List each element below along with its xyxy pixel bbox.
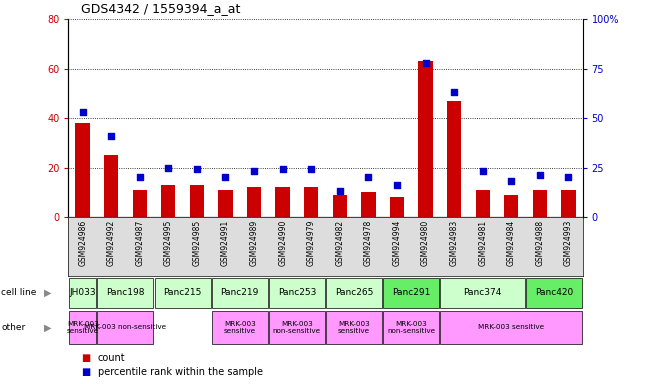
Bar <box>326 311 382 344</box>
Point <box>506 178 516 184</box>
Text: Panc219: Panc219 <box>221 288 259 297</box>
Bar <box>475 190 490 217</box>
Text: MRK-003
sensitive: MRK-003 sensitive <box>66 321 99 334</box>
Text: GSM924989: GSM924989 <box>249 220 258 266</box>
Bar <box>190 185 204 217</box>
Text: Panc253: Panc253 <box>278 288 316 297</box>
Point <box>306 166 316 172</box>
Text: cell line: cell line <box>1 288 36 297</box>
Text: GSM924980: GSM924980 <box>421 220 430 266</box>
Bar <box>326 278 382 308</box>
Text: GSM924992: GSM924992 <box>107 220 116 266</box>
Text: Panc420: Panc420 <box>535 288 573 297</box>
Bar <box>533 190 547 217</box>
Bar <box>440 278 525 308</box>
Text: GSM924995: GSM924995 <box>164 220 173 266</box>
Text: other: other <box>1 323 25 332</box>
Text: GSM924982: GSM924982 <box>335 220 344 266</box>
Text: GSM924991: GSM924991 <box>221 220 230 266</box>
Bar <box>104 155 118 217</box>
Text: ▶: ▶ <box>44 322 52 333</box>
Bar <box>218 190 232 217</box>
Point <box>392 182 402 189</box>
Point <box>249 169 259 175</box>
Bar <box>361 192 376 217</box>
Point <box>449 89 459 96</box>
Point <box>534 172 545 179</box>
Bar <box>269 311 325 344</box>
Text: Panc291: Panc291 <box>392 288 430 297</box>
Text: GSM924987: GSM924987 <box>135 220 145 266</box>
Text: GSM924994: GSM924994 <box>393 220 402 266</box>
Bar <box>419 61 433 217</box>
Bar <box>526 278 582 308</box>
Text: ■: ■ <box>81 367 90 377</box>
Text: MRK-003
sensitive: MRK-003 sensitive <box>338 321 370 334</box>
Point <box>77 109 88 115</box>
Point <box>477 169 488 175</box>
Text: GSM924978: GSM924978 <box>364 220 373 266</box>
Point <box>335 188 345 194</box>
Text: Panc198: Panc198 <box>106 288 145 297</box>
Point <box>363 174 374 180</box>
Text: GSM924979: GSM924979 <box>307 220 316 266</box>
Text: Panc215: Panc215 <box>163 288 202 297</box>
Bar <box>275 187 290 217</box>
Bar <box>390 197 404 217</box>
Bar <box>161 185 176 217</box>
Text: GSM924981: GSM924981 <box>478 220 487 266</box>
Point <box>106 133 117 139</box>
Text: Panc374: Panc374 <box>464 288 502 297</box>
Text: GDS4342 / 1559394_a_at: GDS4342 / 1559394_a_at <box>81 2 241 15</box>
Bar <box>69 311 96 344</box>
Point <box>421 60 431 66</box>
Text: MRK-003
non-sensitive: MRK-003 non-sensitive <box>387 321 436 334</box>
Text: percentile rank within the sample: percentile rank within the sample <box>98 367 262 377</box>
Text: GSM924984: GSM924984 <box>506 220 516 266</box>
Point <box>277 166 288 172</box>
Point <box>135 174 145 180</box>
Point <box>163 164 174 170</box>
Text: GSM924985: GSM924985 <box>193 220 201 266</box>
Bar <box>76 123 90 217</box>
Bar <box>383 278 439 308</box>
Bar <box>304 187 318 217</box>
Bar <box>383 311 439 344</box>
Text: GSM924993: GSM924993 <box>564 220 573 266</box>
Text: GSM924988: GSM924988 <box>535 220 544 266</box>
Bar <box>447 101 461 217</box>
Text: GSM924986: GSM924986 <box>78 220 87 266</box>
Text: Panc265: Panc265 <box>335 288 373 297</box>
Point <box>563 174 574 180</box>
Bar <box>212 278 268 308</box>
Bar <box>247 187 261 217</box>
Text: GSM924983: GSM924983 <box>450 220 458 266</box>
Bar <box>504 195 518 217</box>
Text: MRK-003
sensitive: MRK-003 sensitive <box>224 321 256 334</box>
Bar <box>98 278 154 308</box>
Text: MRK-003 sensitive: MRK-003 sensitive <box>478 324 544 330</box>
Text: JH033: JH033 <box>69 288 96 297</box>
Bar <box>333 195 347 217</box>
Bar <box>98 311 154 344</box>
Bar <box>69 278 96 308</box>
Bar <box>269 278 325 308</box>
Text: MRK-003
non-sensitive: MRK-003 non-sensitive <box>273 321 321 334</box>
Text: GSM924990: GSM924990 <box>278 220 287 266</box>
Text: count: count <box>98 353 125 363</box>
Text: ■: ■ <box>81 353 90 363</box>
Bar <box>561 190 575 217</box>
Point <box>191 166 202 172</box>
Text: ▶: ▶ <box>44 288 52 298</box>
Bar <box>155 278 211 308</box>
Text: MRK-003 non-sensitive: MRK-003 non-sensitive <box>85 324 167 330</box>
Point <box>220 174 230 180</box>
Bar <box>212 311 268 344</box>
Bar <box>133 190 147 217</box>
Bar <box>440 311 582 344</box>
